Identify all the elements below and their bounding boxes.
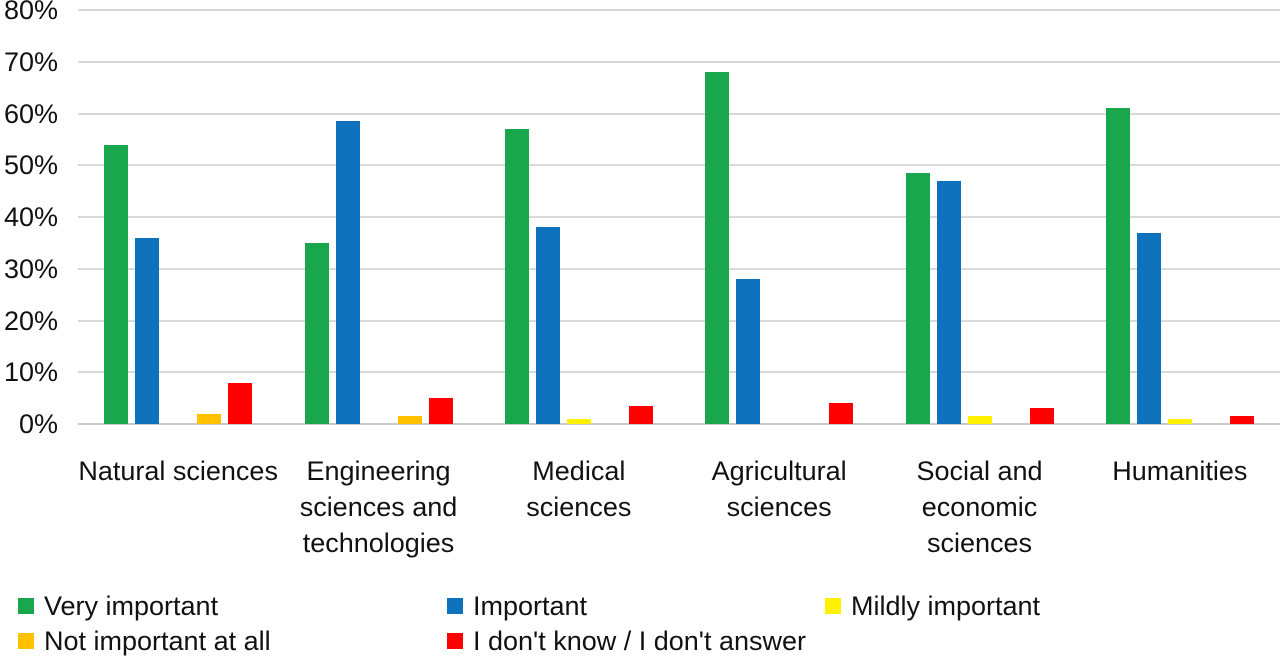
gridline-30	[78, 267, 1280, 270]
bar-important-medical-sciences	[535, 227, 560, 424]
bar-very-important-medical-sciences	[504, 129, 529, 424]
x-axis-category-label-line: Engineering	[306, 456, 451, 486]
bar-mildly-important-social-and-economic-sciences	[967, 416, 992, 424]
y-axis-tick-label-70: 70%	[3, 46, 58, 77]
legend-item-i-don-t-know-i-don-t-answer: I don't know / I don't answer	[447, 625, 806, 657]
legend-label-i-don-t-know-i-don-t-answer: I don't know / I don't answer	[473, 625, 806, 656]
legend-swatch-i-don-t-know-i-don-t-answer	[447, 633, 463, 649]
bar-i-don-t-know-i-don-t-answer-engineering-sciences-and-technologies	[428, 398, 453, 424]
bar-important-humanities	[1136, 232, 1161, 424]
y-axis-tick-label-50: 50%	[3, 150, 58, 181]
legend-swatch-very-important	[18, 598, 34, 614]
y-axis-tick-label-80: 80%	[3, 0, 58, 25]
legend-label-not-important-at-all: Not important at all	[44, 625, 271, 656]
x-axis-category-label-engineering-sciences-and-technologies: Engineering sciences and technologies	[249, 453, 509, 561]
x-axis-line	[78, 423, 1280, 425]
gridline-70	[78, 60, 1280, 63]
y-axis-tick-label-30: 30%	[3, 253, 58, 284]
x-axis-category-label-line: Medical	[532, 456, 626, 486]
x-axis-category-label-social-and-economic-sciences: Social and economic sciences	[850, 453, 1110, 561]
legend-item-not-important-at-all: Not important at all	[18, 625, 271, 657]
bar-i-don-t-know-i-don-t-answer-natural-sciences	[228, 382, 253, 424]
x-axis-category-label-agricultural-sciences: Agricultural sciences	[649, 453, 909, 525]
x-axis-category-label-line: Social and	[916, 456, 1043, 486]
legend-label-mildly-important: Mildly important	[851, 590, 1041, 621]
bar-very-important-humanities	[1105, 108, 1130, 424]
gridline-60	[78, 112, 1280, 115]
gridline-10	[78, 371, 1280, 374]
x-axis-category-label-line: sciences	[526, 492, 632, 522]
bar-mildly-important-medical-sciences	[566, 418, 591, 424]
x-axis-category-label-line: technologies	[302, 528, 455, 558]
gridline-80	[78, 9, 1280, 11]
bar-i-don-t-know-i-don-t-answer-humanities	[1229, 416, 1254, 424]
legend-item-important: Important	[447, 590, 587, 622]
plot-area: 0% 10% 20% 30% 40% 50% 60% 70% 80% Natural scienc…	[3, 0, 1280, 561]
x-axis-category-label-line: Natural sciences	[78, 456, 278, 486]
bar-i-don-t-know-i-don-t-answer-social-and-economic-sciences	[1029, 408, 1054, 424]
bar-important-social-and-economic-sciences	[936, 180, 961, 424]
legend-swatch-not-important-at-all	[18, 633, 34, 649]
x-axis-category-label-natural-sciences: Natural sciences	[48, 453, 308, 489]
x-axis-category-label-humanities: Humanities	[1050, 453, 1280, 489]
bar-important-natural-sciences	[135, 237, 160, 424]
x-axis-category-label-medical-sciences: Medical sciences	[449, 453, 709, 525]
gridline-50	[78, 164, 1280, 167]
x-axis-category-label-line: sciences	[926, 528, 1033, 558]
x-axis-category-label-line: sciences and	[299, 492, 458, 522]
y-axis-tick-label-40: 40%	[3, 202, 58, 232]
bar-mildly-important-humanities	[1167, 418, 1192, 424]
bar-very-important-agricultural-sciences	[705, 72, 730, 424]
y-axis-tick-label-10: 10%	[3, 357, 58, 388]
legend-swatch-mildly-important	[825, 598, 841, 614]
x-axis-category-label-line: Humanities	[1112, 456, 1248, 486]
bar-very-important-natural-sciences	[104, 144, 129, 424]
gridline-40	[78, 216, 1280, 218]
legend-swatch-important	[447, 598, 463, 614]
x-axis-category-label-line: sciences	[726, 492, 832, 522]
y-axis-tick-label-60: 60%	[3, 98, 58, 129]
bar-very-important-social-and-economic-sciences	[905, 173, 930, 424]
bar-not-important-at-all-natural-sciences	[197, 413, 222, 424]
bar-i-don-t-know-i-don-t-answer-agricultural-sciences	[829, 403, 854, 424]
gridline-20	[78, 319, 1280, 322]
bar-very-important-engineering-sciences-and-technologies	[304, 242, 329, 424]
legend-label-very-important: Very important	[44, 590, 219, 621]
legend-label-important: Important	[473, 590, 588, 621]
y-axis-tick-label-0: 0%	[18, 409, 58, 439]
bar-important-agricultural-sciences	[736, 279, 761, 424]
bar-i-don-t-know-i-don-t-answer-medical-sciences	[628, 405, 653, 424]
legend-item-mildly-important: Mildly important	[825, 590, 1040, 622]
legend-item-very-important: Very important	[18, 590, 218, 622]
bar-not-important-at-all-engineering-sciences-and-technologies	[397, 416, 422, 424]
x-axis-category-label-line: Agricultural	[711, 456, 847, 486]
bar-important-engineering-sciences-and-technologies	[335, 121, 360, 424]
x-axis-category-label-line: economic	[921, 492, 1038, 522]
y-axis-tick-label-20: 20%	[3, 305, 58, 336]
